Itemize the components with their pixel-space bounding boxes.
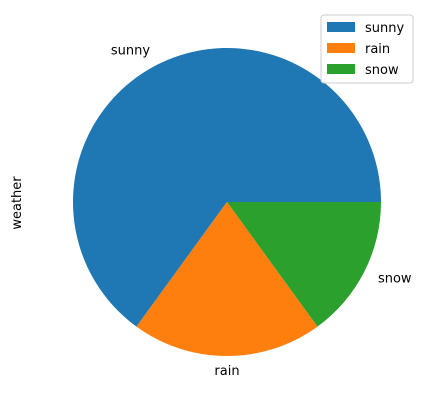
legend-item-sunny: sunny: [327, 21, 404, 36]
legend-item-rain: rain: [327, 42, 390, 57]
slice-label-snow: snow: [378, 271, 412, 286]
legend: sunny rain snow: [320, 14, 414, 84]
pie-slice-rain: [136, 202, 318, 357]
pie-slice-snow: [227, 202, 381, 327]
legend-swatch-sunny: [327, 22, 355, 32]
y-axis-label: weather: [10, 176, 25, 230]
legend-swatch-rain: [327, 43, 355, 53]
legend-label-sunny: sunny: [365, 21, 404, 36]
legend-item-snow: snow: [327, 63, 399, 78]
pie-slice-labels: sunny rain snow: [111, 44, 412, 379]
pie-slice-sunny: [72, 48, 382, 327]
legend-label-rain: rain: [365, 42, 390, 57]
legend-swatch-snow: [327, 64, 355, 74]
legend-label-snow: snow: [365, 63, 399, 78]
slice-label-rain: rain: [214, 364, 239, 379]
slice-label-sunny: sunny: [111, 44, 150, 59]
pie-slices: [72, 48, 382, 357]
